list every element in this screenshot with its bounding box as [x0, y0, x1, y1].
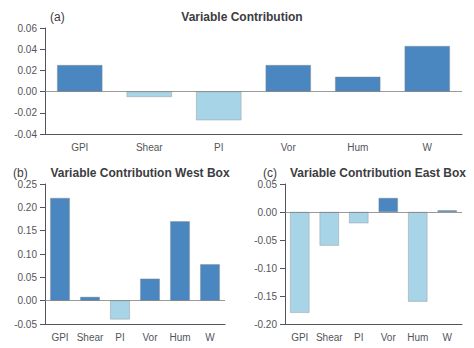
svg-text:GPI: GPI: [51, 332, 68, 343]
svg-text:-0.05: -0.05: [254, 235, 277, 246]
svg-text:Vor: Vor: [142, 332, 158, 343]
svg-text:0.10: 0.10: [18, 249, 38, 260]
svg-text:0.00: 0.00: [18, 295, 38, 306]
svg-text:0.25: 0.25: [18, 179, 38, 190]
svg-text:Variable Contribution: Variable Contribution: [181, 10, 302, 24]
svg-text:Hum: Hum: [347, 142, 368, 153]
svg-text:Vor: Vor: [281, 142, 297, 153]
svg-text:-0.10: -0.10: [254, 263, 277, 274]
svg-text:0.20: 0.20: [18, 202, 38, 213]
svg-text:Variable Contribution West Box: Variable Contribution West Box: [50, 166, 229, 180]
svg-text:PI: PI: [214, 142, 223, 153]
svg-text:0.15: 0.15: [18, 225, 38, 236]
svg-text:(c): (c): [263, 166, 277, 180]
svg-text:Shear: Shear: [136, 142, 163, 153]
svg-text:-0.04: -0.04: [14, 129, 37, 140]
svg-text:W: W: [443, 332, 453, 343]
svg-text:W: W: [423, 142, 433, 153]
svg-text:-0.05: -0.05: [14, 319, 37, 330]
svg-text:-0.15: -0.15: [254, 291, 277, 302]
svg-text:(b): (b): [13, 166, 28, 180]
svg-text:Shear: Shear: [77, 332, 104, 343]
svg-text:Hum: Hum: [169, 332, 190, 343]
svg-text:-0.20: -0.20: [254, 319, 277, 330]
svg-text:GPI: GPI: [71, 142, 88, 153]
svg-text:0.02: 0.02: [18, 65, 38, 76]
svg-text:0.00: 0.00: [18, 86, 38, 97]
svg-text:0.00: 0.00: [258, 207, 278, 218]
svg-text:Shear: Shear: [316, 332, 343, 343]
svg-text:0.06: 0.06: [18, 23, 38, 34]
svg-text:0.05: 0.05: [18, 272, 38, 283]
svg-text:Hum: Hum: [407, 332, 428, 343]
svg-text:Vor: Vor: [381, 332, 397, 343]
svg-text:W: W: [205, 332, 215, 343]
svg-text:0.05: 0.05: [258, 179, 278, 190]
svg-text:PI: PI: [115, 332, 124, 343]
svg-text:Variable Contribution East Box: Variable Contribution East Box: [290, 166, 466, 180]
svg-text:-0.02: -0.02: [14, 107, 37, 118]
svg-text:0.04: 0.04: [18, 44, 38, 55]
svg-text:(a): (a): [50, 10, 65, 24]
svg-text:PI: PI: [354, 332, 363, 343]
svg-text:GPI: GPI: [291, 332, 308, 343]
